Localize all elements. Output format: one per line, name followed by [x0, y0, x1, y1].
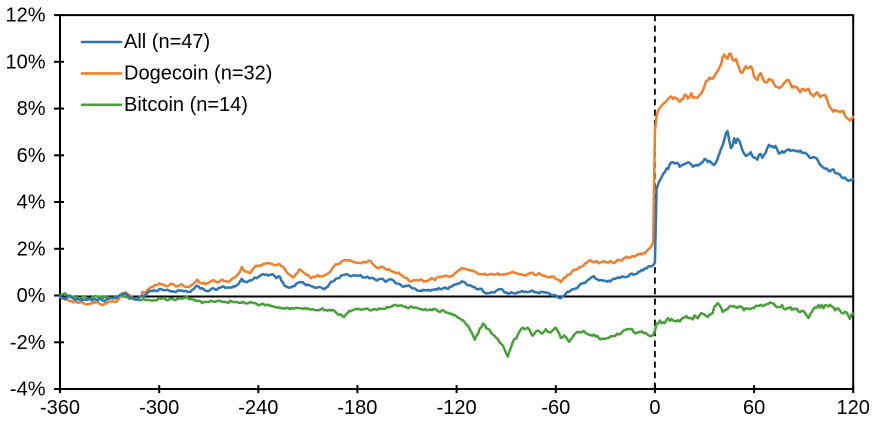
svg-text:-2%: -2% [10, 332, 46, 354]
svg-text:4%: 4% [17, 192, 46, 214]
svg-text:-180: -180 [337, 397, 377, 419]
svg-text:-360: -360 [40, 397, 80, 419]
svg-text:Dogecoin (n=32): Dogecoin (n=32) [124, 62, 272, 84]
svg-text:-300: -300 [139, 397, 179, 419]
svg-text:0%: 0% [17, 285, 46, 307]
svg-text:0: 0 [649, 397, 660, 419]
svg-text:60: 60 [743, 397, 765, 419]
svg-text:-120: -120 [437, 397, 477, 419]
svg-text:8%: 8% [17, 98, 46, 120]
svg-text:120: 120 [837, 397, 870, 419]
svg-text:6%: 6% [17, 145, 46, 167]
svg-text:Bitcoin (n=14): Bitcoin (n=14) [124, 94, 248, 116]
svg-text:-60: -60 [541, 397, 570, 419]
svg-text:-4%: -4% [10, 379, 46, 401]
svg-text:12%: 12% [5, 5, 45, 27]
svg-text:2%: 2% [17, 238, 46, 260]
svg-text:-240: -240 [238, 397, 278, 419]
svg-text:10%: 10% [5, 51, 45, 73]
svg-text:All (n=47): All (n=47) [124, 31, 210, 53]
